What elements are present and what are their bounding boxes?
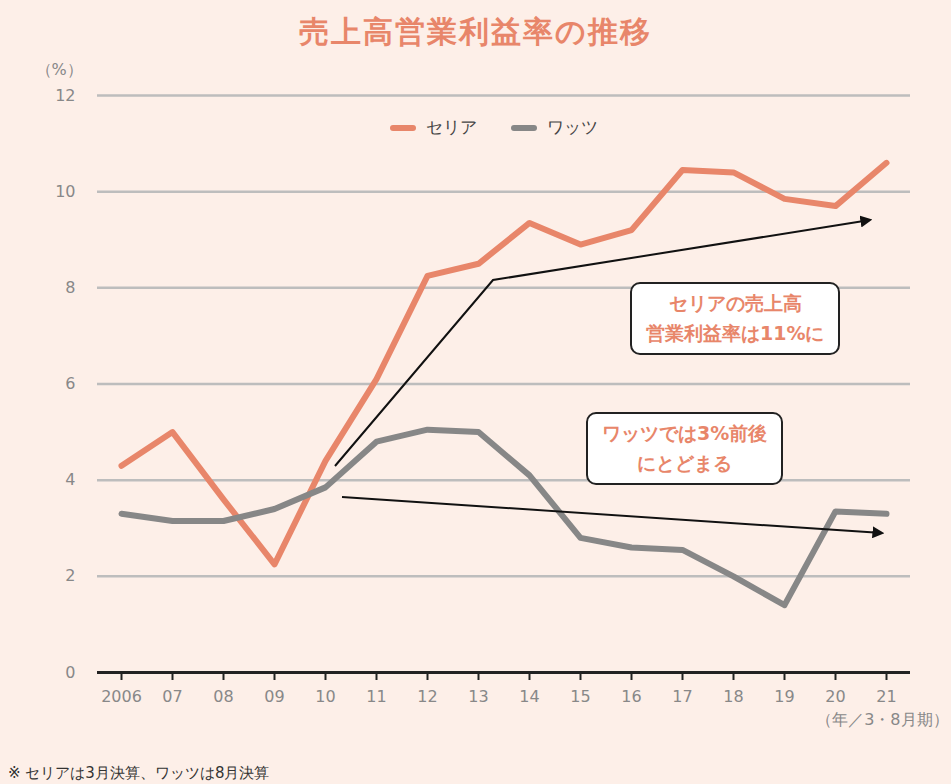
html-text:※ セリアは3月決算、ワッツは8月決算: ※ セリアは3月決算、ワッツは8月決算 xyxy=(8,764,270,782)
svg-text:（年／3・8月期）: （年／3・8月期） xyxy=(816,710,948,729)
svg-text:（%）: （%） xyxy=(36,60,83,79)
svg-text:15: 15 xyxy=(570,687,590,706)
svg-text:13: 13 xyxy=(468,687,488,706)
svg-text:17: 17 xyxy=(672,687,692,706)
svg-text:19: 19 xyxy=(774,687,794,706)
svg-text:2006: 2006 xyxy=(101,687,142,706)
svg-text:14: 14 xyxy=(519,687,539,706)
svg-text:21: 21 xyxy=(876,687,896,706)
html-text:ワッツ: ワッツ xyxy=(547,117,598,137)
svg-text:12: 12 xyxy=(417,687,437,706)
svg-text:4: 4 xyxy=(65,470,75,489)
svg-text:0: 0 xyxy=(65,663,75,682)
svg-text:10: 10 xyxy=(315,687,335,706)
svg-text:10: 10 xyxy=(55,182,75,201)
svg-text:18: 18 xyxy=(723,687,743,706)
html-text:セリアの売上高 営業利益率は11%に: セリアの売上高 営業利益率は11%に xyxy=(646,292,825,345)
svg-text:16: 16 xyxy=(621,687,641,706)
svg-text:11: 11 xyxy=(366,687,386,706)
svg-text:8: 8 xyxy=(65,278,75,297)
svg-text:08: 08 xyxy=(213,687,233,706)
html-text:ワッツでは3%前後 にとどまる: ワッツでは3%前後 にとどまる xyxy=(602,422,768,475)
svg-text:2: 2 xyxy=(65,566,75,585)
html-text:セリア: セリア xyxy=(426,117,477,137)
svg-text:20: 20 xyxy=(825,687,845,706)
html-text:売上高営業利益率の推移: 売上高営業利益率の推移 xyxy=(299,14,652,49)
svg-text:6: 6 xyxy=(65,374,75,393)
svg-text:12: 12 xyxy=(55,86,75,105)
svg-text:07: 07 xyxy=(162,687,182,706)
svg-text:09: 09 xyxy=(264,687,284,706)
